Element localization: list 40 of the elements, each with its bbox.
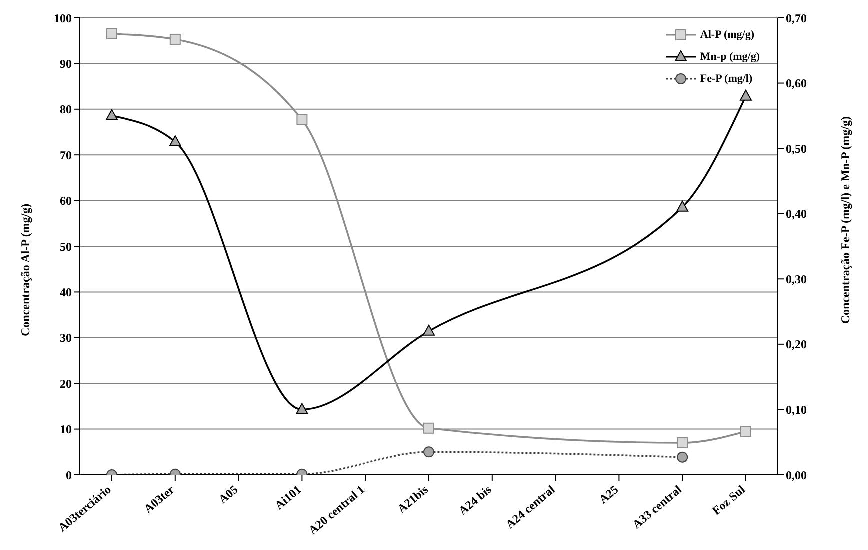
y-axis-title: Concentração Al-P (mg/g) [18, 204, 32, 336]
y-tick-label: 60 [60, 194, 72, 208]
point [677, 438, 688, 449]
point [740, 90, 752, 101]
point [169, 136, 182, 147]
point [106, 109, 118, 120]
y-tick-label: 70 [60, 148, 72, 162]
y-tick-label: 10 [60, 422, 72, 437]
point [423, 324, 435, 336]
x-tick-label: A24 bis [456, 482, 495, 518]
x-tick-label: A05 [216, 482, 241, 507]
y2-tick-label: 0,30 [786, 272, 807, 286]
point [676, 200, 689, 212]
y2-axis-title: Concentração Fe-P (mg/l) e Mn-P (mg/g) [838, 116, 852, 324]
y-tick-label: 100 [54, 11, 72, 26]
y2-tick-label: 0,10 [786, 402, 807, 417]
point [106, 28, 118, 40]
legend-label: Al-P (mg/g) [700, 29, 754, 41]
y-tick-label: 20 [60, 376, 72, 391]
y2-tick-label: 0,50 [786, 142, 807, 156]
y2-tick-label: 0,40 [786, 207, 807, 222]
x-tick-label: A25 [596, 482, 622, 507]
x-tick-label: Foz Sul [710, 482, 748, 518]
point [296, 403, 308, 414]
y-tick-label: 50 [60, 240, 72, 254]
point [424, 422, 434, 434]
y-tick-label: 80 [60, 102, 72, 117]
y-tick-label: 30 [60, 331, 72, 346]
legend-label: Mn-p (mg/g) [700, 51, 760, 63]
y-tick-label: 0 [66, 468, 72, 482]
y2-tick-label: 0,00 [786, 468, 807, 482]
y-tick-label: 40 [60, 285, 72, 300]
legend-label: Fe-P (mg/l) [700, 73, 753, 85]
y-tick-label: 90 [60, 56, 72, 71]
y2-tick-label: 0,70 [786, 11, 807, 26]
point [170, 34, 181, 45]
point [740, 426, 752, 438]
y2-tick-label: 0,20 [786, 338, 807, 352]
point [296, 114, 308, 126]
y2-tick-label: 0,60 [786, 76, 807, 91]
